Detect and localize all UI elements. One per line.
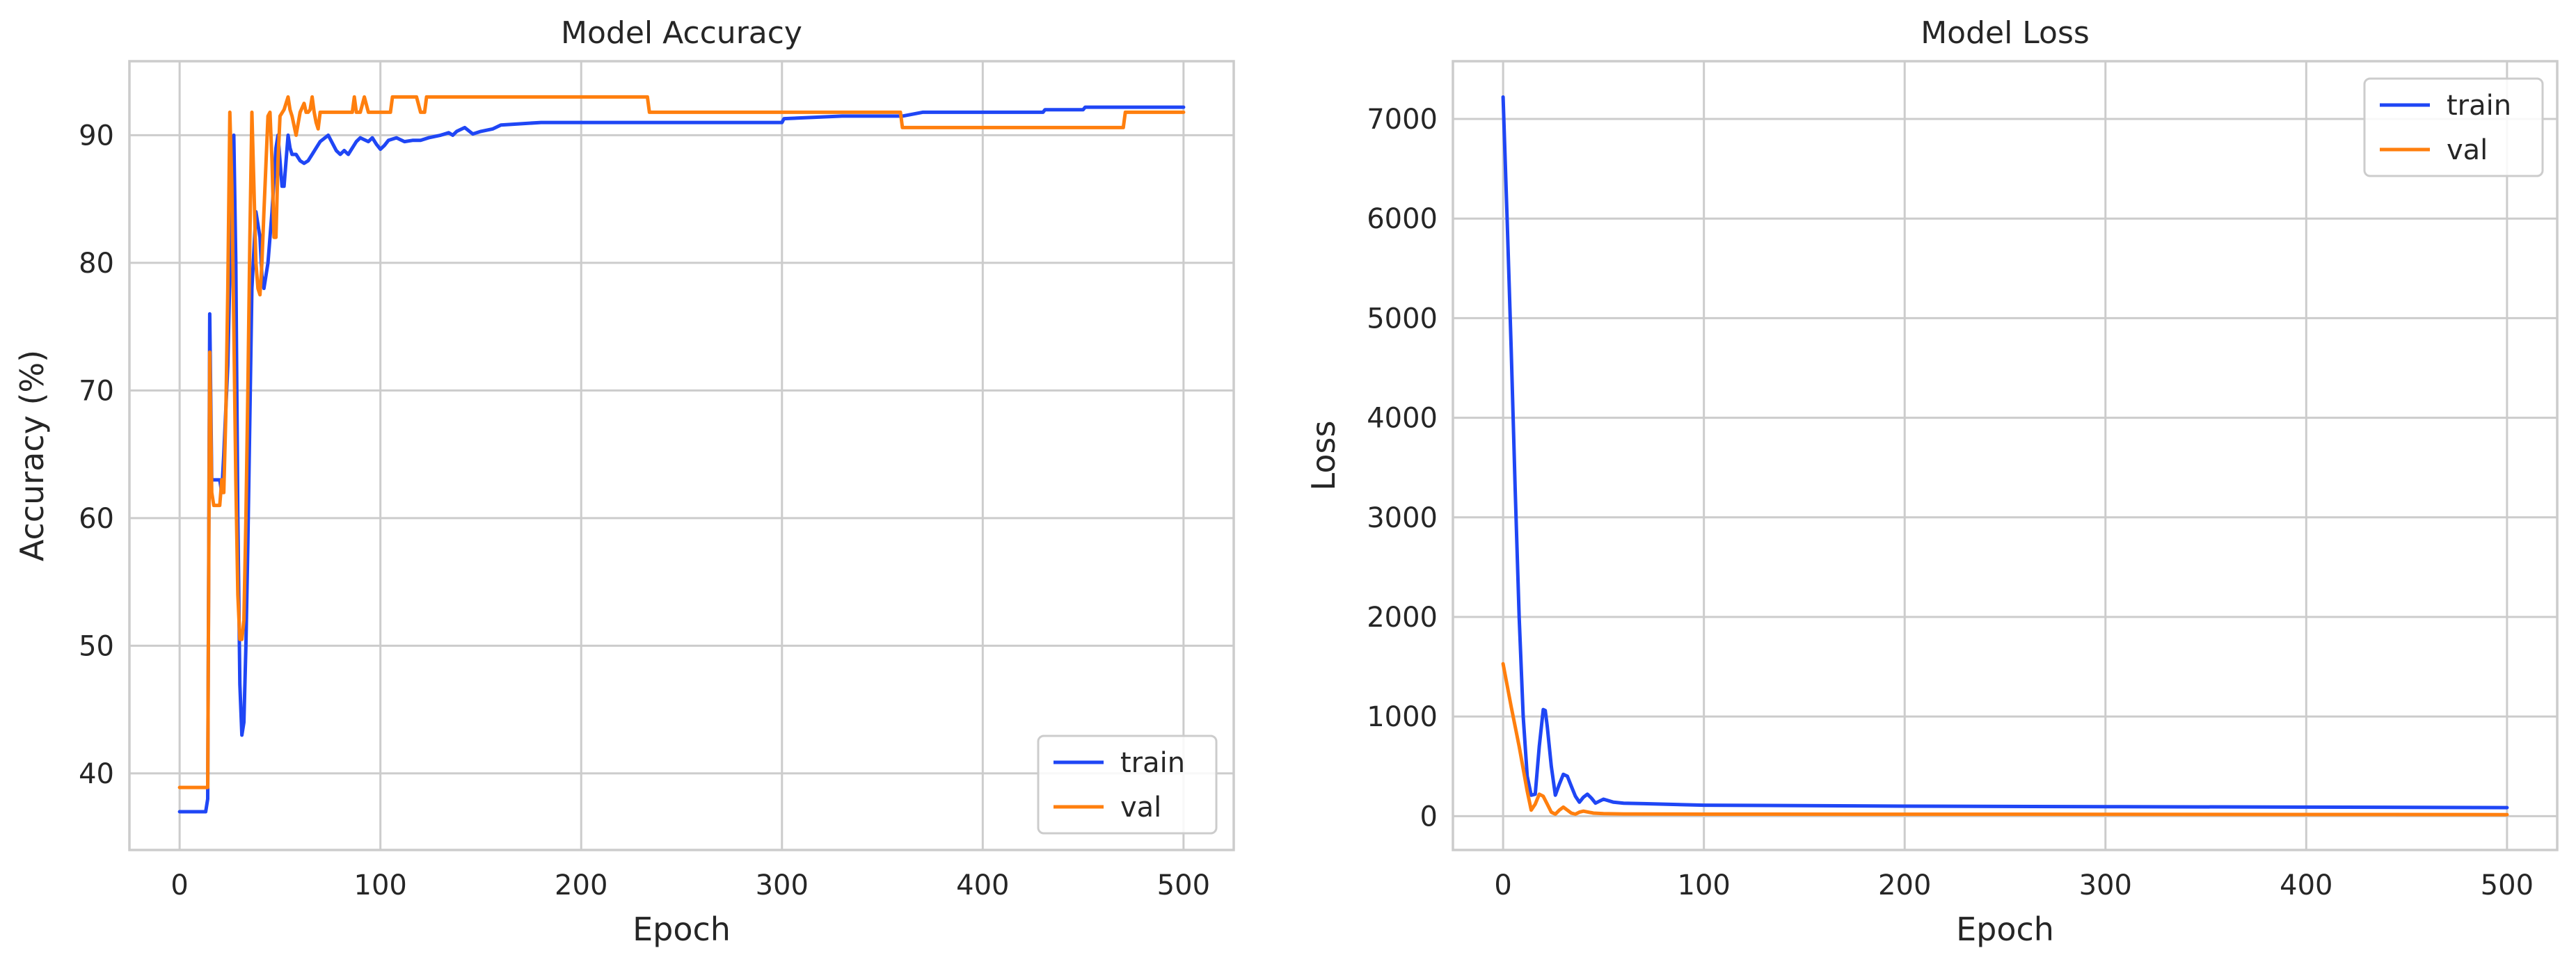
accuracy-x-axis-label: Epoch [633,910,731,948]
loss-y-tick-label: 2000 [1367,602,1438,634]
accuracy-y-tick-label: 60 [79,503,114,535]
loss-y-tick-label: 0 [1420,801,1438,833]
loss-legend-label-train: train [2447,90,2511,122]
loss-x-tick-label: 200 [1878,869,1931,901]
loss-x-tick-label: 100 [1678,869,1731,901]
loss-x-axis-label: Epoch [1956,910,2054,948]
loss-y-tick-label: 5000 [1367,303,1438,335]
loss-x-tick-label: 0 [1494,869,1511,901]
loss-y-tick-label: 7000 [1367,104,1438,136]
accuracy-plot-frame [128,60,1235,851]
accuracy-chart: 0 100 200 300 400 500 40 50 60 70 80 90 Model Accur… [13,15,1235,948]
loss-legend-label-val: val [2447,134,2488,166]
accuracy-y-tick-label: 90 [79,120,114,152]
loss-plot-frame [1452,60,2559,851]
accuracy-val-line [177,95,1186,789]
accuracy-legend-box [1037,735,1218,835]
accuracy-legend-label-val: val [1120,792,1161,824]
loss-chart-title: Model Loss [1921,15,2090,51]
accuracy-legend: train val [1037,735,1218,835]
accuracy-y-tick-label: 50 [79,630,114,662]
loss-legend: train val [2363,77,2544,177]
loss-y-axis-label: Loss [1305,421,1342,491]
accuracy-x-tick-label: 200 [555,869,607,901]
accuracy-x-tick-label: 500 [1157,869,1210,901]
accuracy-train-line [177,105,1186,814]
accuracy-x-tick-label: 300 [756,869,809,901]
accuracy-y-tick-label: 80 [79,248,114,280]
loss-x-tick-label: 300 [2079,869,2132,901]
loss-y-tick-label: 1000 [1367,701,1438,733]
accuracy-y-axis-label: Accuracy (%) [13,350,51,561]
loss-y-tick-label: 3000 [1367,502,1438,534]
accuracy-legend-label-train: train [1120,747,1185,779]
accuracy-y-tick-label: 40 [79,758,114,790]
loss-y-tick-label: 4000 [1367,403,1438,435]
loss-train-line [1501,95,2509,810]
loss-y-tick-label: 6000 [1367,203,1438,235]
accuracy-x-tick-label: 0 [170,869,188,901]
loss-legend-box [2363,77,2544,177]
accuracy-y-tick-label: 70 [79,375,114,407]
accuracy-x-tick-label: 400 [956,869,1009,901]
loss-x-tick-label: 500 [2481,869,2534,901]
accuracy-chart-title: Model Accuracy [561,15,802,51]
loss-val-line [1501,661,2509,817]
loss-x-tick-label: 400 [2280,869,2332,901]
accuracy-x-tick-label: 100 [354,869,407,901]
loss-chart: 0 100 200 300 400 500010002000300040005000600… [1305,15,2559,948]
